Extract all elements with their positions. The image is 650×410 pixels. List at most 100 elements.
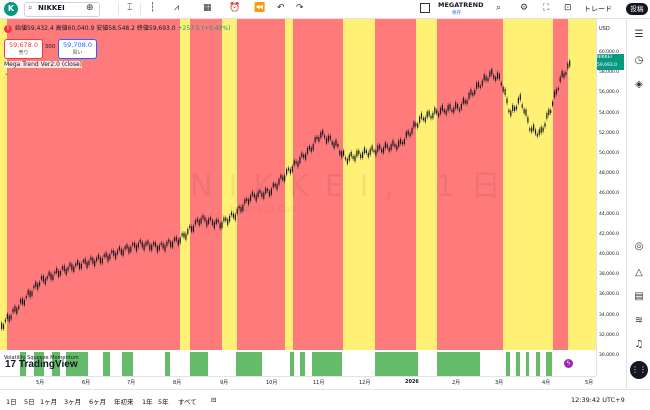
trend-band-down	[190, 19, 222, 350]
svg-text:17 TradingView: 17 TradingView	[5, 359, 78, 369]
clock-display[interactable]: 12:39:42 UTC+9	[571, 396, 625, 404]
right-sidebar: ☰ ◷ ◈ ◎ △ ▤ ≋ ♫ ⋮⋮	[626, 19, 650, 389]
histogram-bar	[300, 352, 305, 376]
price-candles	[1, 58, 571, 331]
more-options-icon[interactable]: ⋮⋮	[630, 361, 648, 379]
price-tick-label: 30,000.0	[599, 353, 620, 358]
broadcast-icon[interactable]: ≋	[634, 315, 644, 326]
range-button[interactable]: 5日	[24, 398, 35, 406]
histogram-bar	[437, 352, 480, 376]
histogram-bar	[375, 352, 416, 376]
current-price-value: 59,693.0	[597, 62, 624, 70]
market-status-icon[interactable]: !	[4, 24, 12, 33]
replay-icon[interactable]: ⏪	[254, 3, 266, 13]
range-button[interactable]: 年初来	[114, 398, 134, 406]
change-value: +257.5 (+0.43%)	[177, 25, 231, 32]
trend-band-down	[20, 19, 180, 350]
histogram-bar	[236, 352, 262, 376]
buy-label: 買い	[72, 50, 83, 56]
range-button[interactable]: 1年	[142, 398, 153, 406]
trend-band-neutral	[343, 19, 375, 350]
tradingview-logo: 17 TradingView	[5, 357, 93, 372]
layout-name[interactable]: MEGATREND	[438, 1, 484, 9]
time-axis[interactable]: 5月 6月 7月 8月 9月 10月 11月 12月 2026 2月 3月 4月 5月	[0, 376, 596, 389]
trend-band-neutral	[180, 19, 190, 350]
range-button[interactable]: 1日	[6, 398, 17, 406]
symbol-search[interactable]: ⌕ NIKKEI	[24, 2, 100, 17]
histogram-bar	[416, 352, 418, 376]
watermark-description: Japan 225 Cash	[230, 205, 301, 215]
candle-type-icon[interactable]: ┆	[150, 3, 156, 13]
indicators-icon[interactable]: ⩘	[174, 3, 180, 13]
range-button[interactable]: 5年	[158, 398, 169, 406]
sell-button[interactable]: 59,678.0 売り	[4, 39, 43, 59]
date-range-icon[interactable]: ⊟	[211, 396, 217, 404]
time-tick-label: 8月	[173, 380, 182, 386]
time-tick-label: 7月	[127, 380, 136, 386]
time-tick-label: 10月	[266, 380, 278, 386]
calendar-icon[interactable]: ▤	[634, 291, 644, 302]
histogram-bar	[103, 352, 110, 376]
price-tick-label: 44,000.0	[599, 211, 620, 217]
clock-icon[interactable]: ◷	[634, 55, 644, 66]
time-tick-label: 3月	[495, 380, 504, 386]
time-tick-label: 2月	[452, 380, 461, 386]
notifications-icon[interactable]: ♫	[634, 339, 644, 350]
lightning-icon[interactable]: ϟ	[564, 359, 573, 368]
price-axis[interactable]: USD 60,000.0 58,000.0 56,000.0 54,000.0 52,0…	[596, 19, 625, 376]
tradingview-wordmark: 17 TradingView	[5, 359, 78, 370]
trade-button[interactable]: トレード	[584, 5, 612, 13]
ohlc-legend: ! 始値59,432.4 高値60,040.9 安値58,548.2 終値59,6…	[4, 23, 230, 33]
templates-icon[interactable]: ▦	[203, 3, 212, 13]
trend-band-neutral	[416, 19, 437, 350]
target-icon[interactable]: ◎	[634, 241, 644, 252]
redo-icon[interactable]: ↷	[296, 3, 304, 13]
watchlist-icon[interactable]: ☰	[634, 29, 644, 40]
settings-icon[interactable]: ⚙	[520, 3, 529, 13]
account-avatar[interactable]: K	[4, 2, 18, 16]
bottom-toolbar: 1日 5日 1ヶ月 3ヶ月 6ヶ月 年初来 1年 5年 すべて ⊟ 12:39:42 UTC+9	[0, 389, 650, 410]
histogram-bar	[290, 352, 294, 376]
range-button[interactable]: 3ヶ月	[64, 398, 82, 406]
fullscreen-icon[interactable]: ⛶	[543, 3, 550, 13]
range-button[interactable]: すべて	[178, 398, 197, 406]
undo-icon[interactable]: ↶	[277, 3, 285, 13]
publish-button[interactable]: 投稿	[626, 3, 648, 15]
trend-band-neutral	[222, 19, 237, 350]
price-tick-label: 60,000.0	[599, 50, 620, 55]
collapse-chevron-icon[interactable]: ⌄	[4, 70, 10, 77]
interval-icon[interactable]: ⌶	[127, 3, 133, 13]
buy-price: 59,708.0	[63, 41, 92, 49]
top-toolbar: K ⌕ NIKKEI ⊕ ⌶ ┆ ⩘ ▦ ⏰ ⏪ ↶ ↷ MEGATREND 保…	[0, 0, 650, 19]
ohlc-values: 始値59,432.4 高値60,040.9 安値58,548.2 終値59,69…	[15, 25, 176, 32]
time-tick-label: 2026	[405, 379, 419, 385]
watermark-symbol: NIKKEI, 1日	[190, 169, 517, 204]
indicator-subpanel[interactable]	[0, 352, 596, 376]
compare-icon[interactable]: ⊕	[86, 3, 94, 13]
histogram-bar	[546, 352, 552, 376]
price-tick-label: 42,000.0	[599, 231, 620, 237]
sell-price: 59,678.0	[9, 41, 38, 49]
layers-icon[interactable]: ◈	[635, 79, 643, 90]
histogram-bar	[506, 352, 510, 376]
range-button[interactable]: 1ヶ月	[40, 398, 58, 406]
layout-icon[interactable]	[420, 3, 430, 13]
price-tick-label: 34,000.0	[599, 312, 620, 318]
histogram-bar	[516, 352, 520, 376]
chart-pane[interactable]: NIKKEI, 1日 Japan 225 Cash ! 始値59,432.4 高値…	[0, 19, 596, 376]
buy-button[interactable]: 59,708.0 買い	[58, 39, 97, 59]
price-tick-label: 46,000.0	[599, 191, 620, 197]
histogram-bar	[526, 352, 529, 376]
trend-band-down	[7, 19, 20, 350]
indicator-legend[interactable]: Mega Trend Ver2.0 (close)	[4, 61, 82, 68]
snapshot-icon[interactable]: ⊡	[564, 3, 572, 13]
current-price-tag: NIKKEI	[597, 54, 624, 62]
range-button[interactable]: 6ヶ月	[89, 398, 107, 406]
trend-band-down	[293, 19, 343, 350]
alert-icon[interactable]: ⏰	[229, 3, 241, 13]
histogram-bar	[165, 352, 170, 376]
quick-search-icon[interactable]: ⌕	[496, 3, 502, 13]
ideas-icon[interactable]: △	[635, 267, 643, 278]
trend-band-neutral	[503, 19, 553, 350]
current-symbol: NIKKEI	[597, 55, 612, 60]
